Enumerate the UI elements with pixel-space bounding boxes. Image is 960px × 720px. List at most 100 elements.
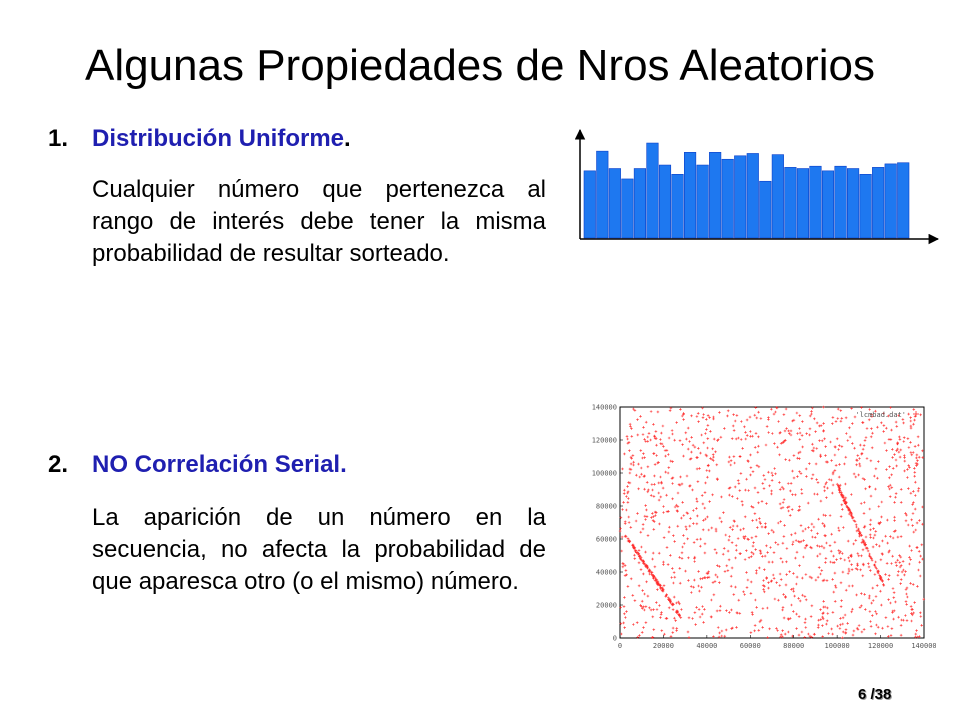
scatter-point [728,611,731,614]
scatter-point [781,629,784,632]
scatter-point [853,415,857,419]
scatter-point [909,441,912,444]
scatter-point [664,454,667,458]
scatter-point [670,576,673,579]
scatter-point [810,635,814,639]
scatter-point [896,447,899,451]
scatter-point [830,627,833,631]
scatter-point [821,612,825,615]
scatter-point [838,489,842,492]
scatter-point [908,562,911,566]
scatter-point [894,495,897,499]
scatter-point [908,466,911,469]
scatter-point [797,509,800,512]
scatter-point [913,467,916,470]
scatter-point [627,515,631,519]
scatter-point [662,445,665,448]
scatter-point [823,534,827,537]
scatter-point [840,445,844,448]
scatter-point [628,467,632,471]
histogram-bar [734,155,747,239]
scatter-point [684,525,688,529]
scatter-point [906,468,909,471]
histogram-bar [834,165,847,239]
scatter-point [812,446,816,450]
scatter-point [860,604,863,608]
scatter-point [877,521,881,525]
scatter-point [789,433,793,437]
histogram-bar [633,168,646,239]
scatter-point [854,523,858,527]
scatter-point [787,618,790,621]
scatter-point [869,528,872,532]
scatter-point [868,507,872,511]
scatter-point [697,608,701,611]
item-1-heading: 1. Distribución Uniforme. [48,124,351,154]
scatter-point [852,519,856,522]
scatter-point [687,579,690,582]
scatter-point [630,435,634,438]
scatter-point [791,540,795,544]
scatter-point [678,567,682,570]
scatter-point [854,475,858,479]
scatter-point [782,616,786,620]
scatter-point [792,610,795,613]
scatter-point [767,560,771,564]
scatter-point [887,635,890,638]
scatter-point [888,465,891,468]
scatter-point [789,489,792,493]
scatter-point [651,512,654,515]
scatter-point [652,495,656,498]
scatter-point [647,488,650,492]
scatter-point [653,463,657,466]
scatter-point [839,581,843,585]
scatter-point [629,425,632,428]
scatter-point [745,477,748,481]
scatter-point [868,485,872,488]
scatter-point [890,428,893,432]
item-1-text: Cualquier número que pertenezca al rango… [92,176,546,267]
scatter-point [843,462,846,466]
scatter-point [922,597,926,601]
scatter-point [863,501,866,504]
scatter-point [725,564,729,568]
scatter-point [838,627,842,630]
scatter-point [903,573,906,577]
scatter-point [626,490,630,494]
scatter-point [716,626,720,629]
scatter-point [874,560,877,564]
scatter-point [914,528,918,532]
scatter-point [832,590,836,594]
scatter-point [698,467,701,470]
scatter-point [639,530,643,534]
scatter-point [817,623,820,627]
scatter-point [712,415,715,419]
scatter-point [804,527,807,531]
scatter-point [714,573,718,577]
scatter-point [838,444,841,447]
scatter-point [807,632,810,636]
scatter-point [913,445,917,448]
scatter-point [838,551,841,555]
scatter-point [681,443,684,446]
scatter-point [844,631,848,634]
scatter-point [787,429,790,433]
scatter-point [709,430,712,433]
scatter-point [718,516,722,520]
scatter-point [892,617,895,621]
histogram-bar [847,168,860,239]
scatter-point [846,439,850,442]
scatter-point [868,594,871,598]
scatter-point [646,440,650,443]
histogram-bar [897,162,910,239]
scatter-point [652,515,655,518]
scatter-point [745,571,748,574]
scatter-point [905,586,909,590]
scatter-point [814,578,818,582]
scatter-point [793,594,796,598]
scatter-point [676,510,679,513]
scatter-point [874,467,878,471]
scatter-point [890,562,893,565]
scatter-point [623,596,626,599]
scatter-point [778,584,782,587]
